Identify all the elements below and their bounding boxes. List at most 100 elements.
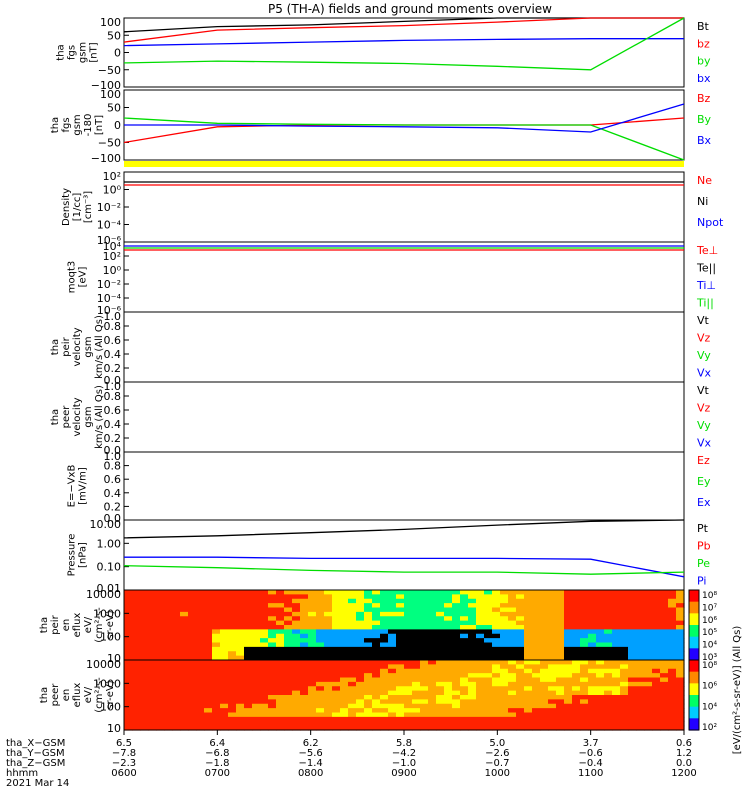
spec-cell — [548, 708, 557, 714]
spec-cell — [132, 677, 141, 683]
spec-cell — [156, 712, 165, 718]
spec-cell — [132, 699, 141, 705]
spec-cell — [676, 699, 685, 705]
spec-cell — [580, 590, 589, 595]
spec-cell — [236, 638, 245, 644]
spec-cell — [276, 629, 285, 635]
spec-cell — [332, 646, 341, 652]
spec-cell — [372, 603, 381, 609]
spec-cell — [364, 598, 373, 604]
spec-cell — [204, 611, 213, 617]
spec-cell — [276, 603, 285, 609]
spec-cell — [300, 603, 309, 609]
spec-cell — [220, 646, 229, 652]
spec-cell — [524, 633, 533, 639]
spec-cell — [564, 716, 573, 722]
spec-cell — [164, 699, 173, 705]
spec-cell — [604, 598, 613, 604]
spec-cell — [676, 668, 685, 674]
spec-cell — [492, 590, 501, 595]
spec-cell — [148, 633, 157, 639]
spec-cell — [540, 703, 549, 709]
spec-cell — [508, 699, 517, 705]
spec-cell — [412, 664, 421, 670]
spec-cell — [196, 695, 205, 700]
spec-cell — [316, 681, 325, 687]
spec-cell — [348, 611, 357, 617]
spec-cell — [316, 611, 325, 617]
legend-te⊥: Te⊥ — [696, 244, 718, 257]
spec-cell — [236, 673, 245, 679]
spec-cell — [540, 638, 549, 644]
spec-cell — [148, 629, 157, 635]
spec-cell — [476, 668, 485, 674]
spec-cell — [460, 668, 469, 674]
spec-cell — [564, 607, 573, 613]
spec-cell — [492, 629, 501, 635]
spec-cell — [188, 664, 197, 670]
spec-cell — [604, 642, 613, 648]
spec-cell — [620, 638, 629, 644]
spec-cell — [364, 721, 373, 727]
spec-cell — [364, 712, 373, 718]
spec-cell — [468, 708, 477, 714]
spec-cell — [660, 629, 669, 635]
spec-cell — [444, 629, 453, 635]
spec-cell — [324, 646, 333, 652]
spec-cell — [244, 633, 253, 639]
spec-cell — [204, 620, 213, 626]
spec-cell — [660, 642, 669, 648]
spec-cell — [180, 664, 189, 670]
spec-cell — [332, 681, 341, 687]
spec-cell — [164, 620, 173, 626]
spec-cell — [356, 664, 365, 670]
spec-cell — [612, 590, 621, 595]
spec-cell — [332, 686, 341, 692]
spec-cell — [260, 695, 269, 700]
spec-cell — [508, 594, 517, 600]
spec-cell — [124, 716, 133, 722]
spec-cell — [140, 708, 149, 714]
spec-cell — [268, 712, 277, 718]
spec-cell — [636, 668, 645, 674]
spec-cell — [516, 625, 525, 630]
spec-cell — [292, 721, 301, 727]
spec-cell — [668, 725, 677, 731]
colorbar-cell — [689, 648, 699, 661]
spec-cell — [676, 673, 685, 679]
spec-cell — [204, 708, 213, 714]
spec-cell — [636, 594, 645, 600]
spec-cell — [340, 655, 349, 661]
y-tick-label: 0.4 — [104, 487, 122, 500]
spec-cell — [316, 668, 325, 674]
spec-cell — [268, 598, 277, 604]
spec-cell — [308, 594, 317, 600]
spec-cell — [364, 673, 373, 679]
spec-cell — [140, 725, 149, 731]
spec-cell — [284, 646, 293, 652]
spec-cell — [436, 594, 445, 600]
spec-cell — [532, 655, 541, 661]
spec-cell — [132, 620, 141, 626]
spec-cell — [196, 673, 205, 679]
spec-cell — [188, 677, 197, 683]
spec-cell — [636, 686, 645, 692]
spec-cell — [140, 655, 149, 661]
spec-cell — [508, 620, 517, 626]
spec-cell — [676, 603, 685, 609]
spec-cell — [532, 681, 541, 687]
spec-cell — [572, 646, 581, 652]
spec-cell — [396, 681, 405, 687]
spec-cell — [180, 616, 189, 622]
spec-cell — [548, 616, 557, 622]
colorbar-frame — [688, 659, 700, 731]
spec-cell — [348, 699, 357, 705]
spec-cell — [556, 638, 565, 644]
spec-cell — [236, 633, 245, 639]
x-tick-label: 5.0 — [489, 738, 505, 749]
spec-cell — [148, 642, 157, 648]
spec-cell — [140, 594, 149, 600]
x-tick-label: −2.3 — [112, 758, 136, 769]
spec-cell — [284, 716, 293, 722]
spec-cell — [556, 642, 565, 648]
